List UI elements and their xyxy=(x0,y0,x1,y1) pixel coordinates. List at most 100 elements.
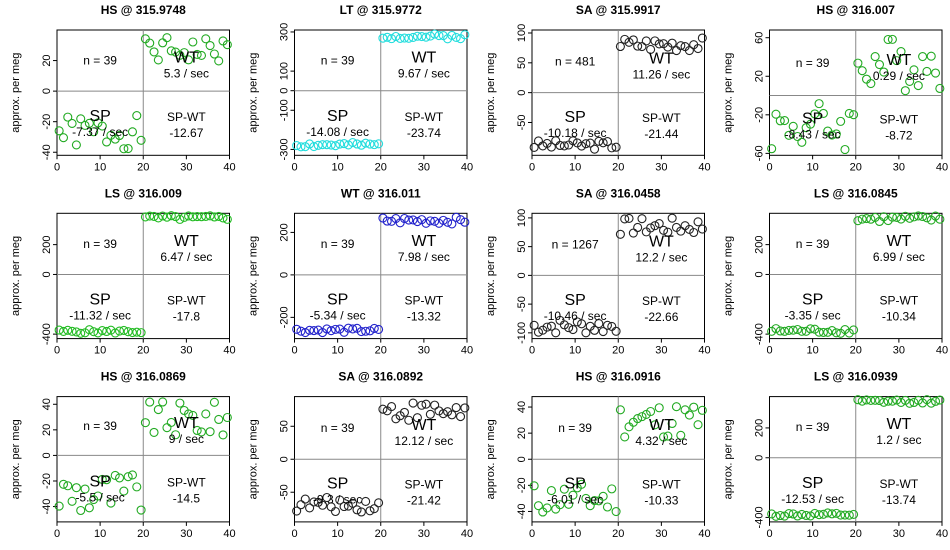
data-point xyxy=(797,326,807,336)
data-point xyxy=(378,404,388,414)
wt-label: WT xyxy=(886,233,911,250)
data-point xyxy=(438,215,448,225)
data-point xyxy=(71,483,81,493)
data-point xyxy=(412,31,422,41)
sample-count: n = 39 xyxy=(321,53,355,67)
data-point xyxy=(205,40,215,51)
data-point xyxy=(913,211,923,221)
data-point xyxy=(853,58,863,68)
data-point xyxy=(365,506,375,516)
sp-label: SP xyxy=(89,474,110,491)
x-tick-label: 40 xyxy=(936,345,948,357)
x-tick-label: 40 xyxy=(461,345,473,357)
data-point xyxy=(775,116,785,126)
data-point xyxy=(581,493,591,503)
x-tick-label: 40 xyxy=(698,528,710,540)
spwt-label: SP-WT xyxy=(405,478,444,492)
data-points xyxy=(54,211,232,338)
y-tick-label: 0 xyxy=(41,452,53,458)
data-point xyxy=(369,323,379,333)
data-point xyxy=(654,403,664,413)
data-point xyxy=(114,326,125,336)
data-point xyxy=(935,214,945,224)
data-points xyxy=(529,402,707,517)
data-point xyxy=(421,218,431,228)
data-point xyxy=(313,140,323,150)
data-point xyxy=(335,495,345,505)
data-point xyxy=(317,140,328,150)
data-point xyxy=(460,217,470,227)
data-point xyxy=(693,420,703,430)
data-point xyxy=(805,324,816,334)
data-point xyxy=(63,481,73,491)
data-point xyxy=(153,55,163,65)
data-point xyxy=(892,395,902,405)
data-point xyxy=(913,81,923,91)
data-point xyxy=(922,213,932,223)
data-point xyxy=(305,503,315,513)
data-point xyxy=(615,41,625,52)
data-point xyxy=(836,510,846,520)
y-axis: -400 0 200 xyxy=(41,235,57,345)
data-point xyxy=(455,215,466,225)
data-point xyxy=(309,497,319,507)
data-point xyxy=(140,212,150,222)
data-point xyxy=(844,510,854,520)
data-point xyxy=(866,395,876,405)
data-point xyxy=(93,328,103,338)
spwt-label: SP-WT xyxy=(880,477,919,491)
sp-rate: -14.08 / sec xyxy=(306,125,369,139)
wt-rate: 12.12 / sec xyxy=(395,434,454,448)
data-point xyxy=(145,38,155,48)
data-point xyxy=(84,118,94,128)
wt-rate: 6.47 / sec xyxy=(160,250,212,264)
data-point xyxy=(97,474,107,484)
data-point xyxy=(564,323,574,333)
data-point xyxy=(179,212,189,222)
x-tick-label: 30 xyxy=(893,161,905,173)
data-point xyxy=(689,227,699,238)
data-point xyxy=(395,33,405,44)
data-point xyxy=(76,505,86,516)
data-point xyxy=(67,496,77,506)
x-tick-label: 40 xyxy=(698,161,710,173)
data-points xyxy=(767,34,945,155)
x-tick-label: 40 xyxy=(461,161,473,173)
data-point xyxy=(589,325,600,335)
data-point xyxy=(771,324,781,334)
panel-title: HS @ 316.0869 xyxy=(101,370,186,384)
x-tick-label: 20 xyxy=(375,528,387,540)
data-point xyxy=(54,126,64,136)
sample-count: n = 39 xyxy=(796,237,830,251)
y-tick-label: -200 xyxy=(279,306,291,328)
data-point xyxy=(205,427,215,437)
data-point xyxy=(810,109,820,119)
y-tick-label: -400 xyxy=(754,506,766,528)
data-point xyxy=(71,327,81,337)
data-point xyxy=(149,427,159,437)
data-point xyxy=(183,409,194,419)
data-point xyxy=(425,31,435,41)
y-tick-label: -20 xyxy=(754,107,766,123)
y-tick-label: 20 xyxy=(516,427,528,439)
y-axis: -300 -100 0 100 300 xyxy=(279,23,295,160)
data-point xyxy=(386,34,397,44)
y-axis: -40 -20 0 20 40 xyxy=(41,398,57,515)
sp-label: SP xyxy=(327,476,348,493)
data-point xyxy=(382,32,392,42)
spwt-value: -17.8 xyxy=(173,310,201,324)
panel-4: HS @ 316.007 0 10 20 30 40 -60 -20 20 60 approx. p… xyxy=(723,3,949,173)
data-point xyxy=(292,141,302,151)
wt-label: WT xyxy=(411,49,436,66)
data-point xyxy=(818,327,828,337)
data-point xyxy=(861,395,872,405)
data-point xyxy=(352,139,362,149)
x-tick-label: 10 xyxy=(807,528,819,540)
data-point xyxy=(361,138,371,148)
y-axis: -40 -20 0 20 40 xyxy=(516,401,532,519)
y-tick-label: -40 xyxy=(41,499,53,515)
data-point xyxy=(866,214,876,224)
data-point xyxy=(684,410,694,420)
data-point xyxy=(369,504,379,514)
data-point xyxy=(330,141,341,151)
